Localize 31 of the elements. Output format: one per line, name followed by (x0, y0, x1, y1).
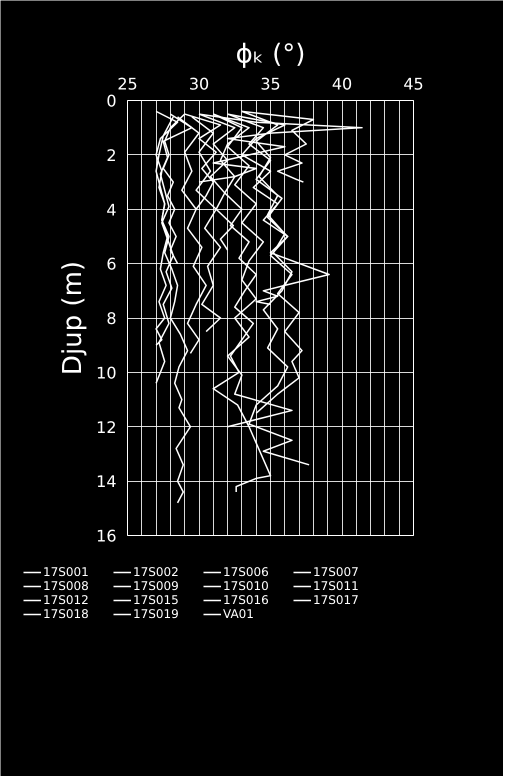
x-tick-label: 40 (332, 74, 352, 94)
legend-label: 17S016 (223, 593, 270, 607)
y-tick-label: 14 (96, 472, 116, 492)
legend-label: 17S018 (43, 607, 90, 621)
legend-label: 17S006 (223, 565, 270, 579)
x-tick-label: 25 (117, 74, 138, 94)
legend-label: 17S001 (43, 565, 90, 579)
y-tick-label: 6 (106, 254, 117, 274)
y-axis-title: Djup (m) (58, 260, 88, 376)
legend-label: 17S007 (313, 565, 360, 579)
legend-label: 17S002 (133, 565, 180, 579)
legend-label: 17S011 (313, 579, 360, 593)
legend-label: 17S015 (133, 593, 180, 607)
x-axis-title: ϕₖ (°) (236, 40, 306, 70)
legend-label: VA01 (223, 607, 255, 621)
x-tick-label: 35 (260, 74, 281, 94)
y-tick-label: 0 (106, 92, 117, 110)
legend-label: 17S008 (43, 579, 90, 593)
legend-label: 17S010 (223, 579, 270, 593)
legend-label: 17S012 (43, 593, 90, 607)
legend-label: 17S017 (313, 593, 360, 607)
x-tick-label: 30 (188, 74, 210, 94)
y-tick-label: 10 (96, 363, 116, 382)
x-tick-label: 45 (403, 74, 424, 94)
y-tick-label: 2 (106, 146, 117, 165)
y-tick-label: 8 (106, 309, 117, 328)
legend-label: 17S009 (133, 579, 180, 593)
y-tick-label: 12 (96, 418, 116, 437)
y-tick-label: 16 (96, 526, 116, 546)
legend-label: 17S019 (133, 607, 180, 621)
y-tick-label: 4 (106, 200, 117, 220)
